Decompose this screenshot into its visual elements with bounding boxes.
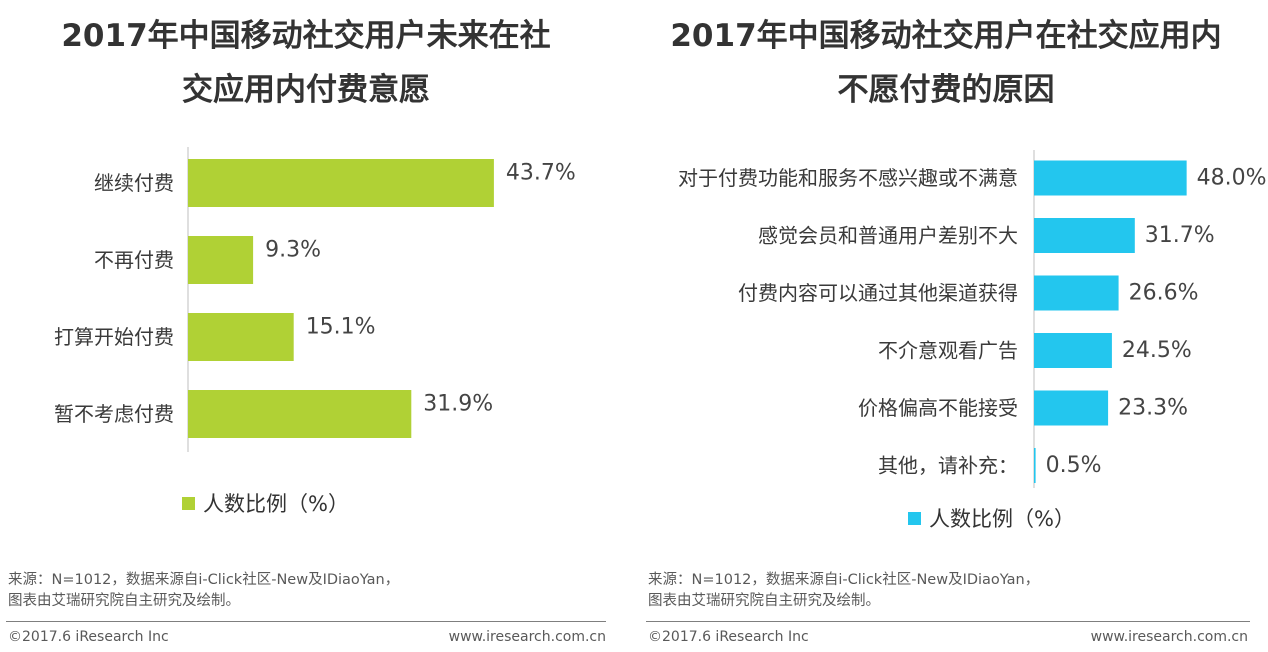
bar xyxy=(1034,160,1187,196)
category-label: 打算开始付费 xyxy=(54,325,174,349)
footer-divider xyxy=(646,621,1250,622)
website-url: www.iresearch.com.cn xyxy=(1090,629,1248,645)
source-line-1: 来源：N=1012，数据来源自i-Click社区-New及IDiaoYan， xyxy=(648,572,1040,588)
category-label: 不介意观看广告 xyxy=(878,339,1018,363)
bar xyxy=(1034,333,1112,368)
footer-divider xyxy=(6,621,606,622)
bar xyxy=(188,236,254,284)
bar xyxy=(188,390,412,438)
category-label: 对于付费功能和服务不感兴趣或不满意 xyxy=(678,166,1018,190)
bar xyxy=(188,159,494,207)
category-label: 不再付费 xyxy=(94,248,174,272)
chart-legend: 人数比例（%） xyxy=(908,503,1075,533)
legend-label: 人数比例（%） xyxy=(929,507,1075,531)
value-label: 43.7% xyxy=(506,161,576,186)
chart-title-line2: 不愿付费的原因 xyxy=(837,72,1055,108)
chart-legend: 人数比例（%） xyxy=(182,488,349,518)
left-chart-panel: 2017年中国移动社交用户未来在社 交应用内付费意愿 继续付费 43.7% 不再付费… xyxy=(6,18,606,645)
reasons-bar-chart: 对于付费功能和服务不感兴趣或不满意 48.0% 感觉会员和普通用户差别不大 31.7%… xyxy=(678,150,1267,488)
chart-title-line1: 2017年中国移动社交用户在社交应用内 xyxy=(670,18,1222,54)
willingness-bar-chart: 继续付费 43.7% 不再付费 9.3% 打算开始付费 15.1% 暂不考虑付费 31.9% xyxy=(54,147,576,452)
copyright-text: ©2017.6 iResearch Inc xyxy=(648,629,809,645)
value-label: 15.1% xyxy=(306,315,376,340)
source-line-2: 图表由艾瑞研究院自主研究及绘制。 xyxy=(8,593,240,609)
chart-title-line2: 交应用内付费意愿 xyxy=(182,72,430,108)
bar xyxy=(1034,448,1036,483)
bar xyxy=(1034,390,1109,426)
legend-swatch xyxy=(182,496,195,510)
category-label: 继续付费 xyxy=(94,171,174,195)
source-note: 来源：N=1012，数据来源自i-Click社区-New及IDiaoYan， 图… xyxy=(8,570,399,612)
chart-title-line1: 2017年中国移动社交用户未来在社 xyxy=(61,18,551,54)
value-label: 23.3% xyxy=(1118,396,1188,421)
value-label: 0.5% xyxy=(1046,453,1102,478)
legend-swatch xyxy=(908,511,921,525)
bar xyxy=(1034,218,1135,253)
value-label: 24.5% xyxy=(1122,338,1192,363)
value-label: 26.6% xyxy=(1129,281,1199,306)
category-label: 暂不考虑付费 xyxy=(54,402,174,426)
copyright-text: ©2017.6 iResearch Inc xyxy=(8,629,169,645)
bar xyxy=(188,313,294,361)
category-label: 感觉会员和普通用户差别不大 xyxy=(758,224,1018,248)
right-chart-panel: 2017年中国移动社交用户在社交应用内 不愿付费的原因 对于付费功能和服务不感兴… xyxy=(640,0,1268,652)
website-url: www.iresearch.com.cn xyxy=(448,629,606,645)
value-label: 9.3% xyxy=(265,238,321,263)
value-label: 31.9% xyxy=(423,392,493,417)
category-label: 价格偏高不能接受 xyxy=(858,396,1018,420)
category-label: 其他，请补充： xyxy=(878,454,1018,478)
value-label: 48.0% xyxy=(1197,166,1267,191)
source-line-1: 来源：N=1012，数据来源自i-Click社区-New及IDiaoYan， xyxy=(8,572,400,588)
value-label: 31.7% xyxy=(1145,223,1215,248)
legend-label: 人数比例（%） xyxy=(203,492,349,516)
category-label: 付费内容可以通过其他渠道获得 xyxy=(738,281,1018,305)
source-line-2: 图表由艾瑞研究院自主研究及绘制。 xyxy=(648,593,880,609)
bar xyxy=(1034,275,1119,311)
source-note: 来源：N=1012，数据来源自i-Click社区-New及IDiaoYan， 图… xyxy=(648,570,1039,612)
